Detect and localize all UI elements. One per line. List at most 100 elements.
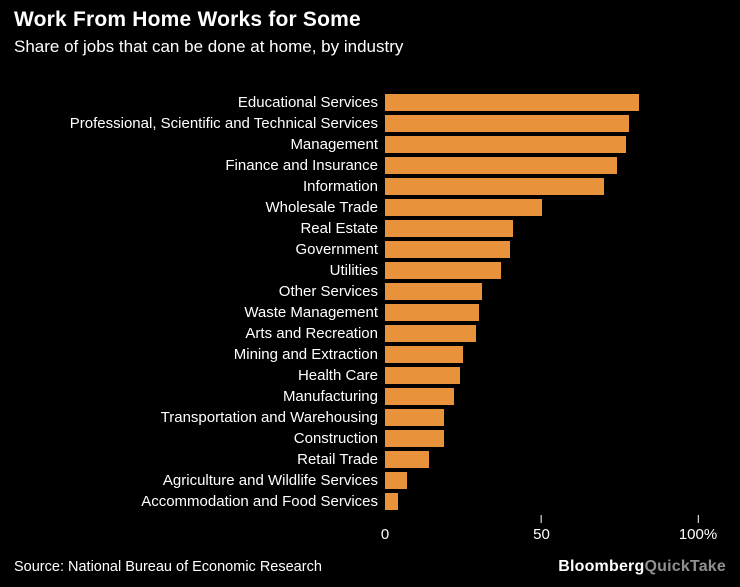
bar: [385, 472, 407, 489]
bar-area: [385, 199, 698, 216]
x-axis-tick: 50: [533, 515, 550, 543]
category-label: Wholesale Trade: [265, 199, 378, 216]
bar-area: [385, 304, 698, 321]
chart-row: Wholesale Trade: [14, 197, 698, 218]
bar-area: [385, 325, 698, 342]
bar-area: [385, 493, 698, 510]
chart-row: Health Care: [14, 365, 698, 386]
category-label: Transportation and Warehousing: [160, 409, 378, 426]
bar-area: [385, 94, 698, 111]
tick-mark: [385, 515, 386, 523]
category-label: Management: [290, 136, 378, 153]
tick-mark: [541, 515, 542, 523]
bar: [385, 283, 483, 300]
bar: [385, 262, 501, 279]
category-label: Agriculture and Wildlife Services: [162, 472, 378, 489]
category-label: Information: [302, 178, 378, 195]
chart-row: Other Services: [14, 281, 698, 302]
chart-row: Accommodation and Food Services: [14, 491, 698, 512]
chart-title: Work From Home Works for Some: [14, 8, 361, 31]
chart-row: Mining and Extraction: [14, 344, 698, 365]
chart-row: Transportation and Warehousing: [14, 407, 698, 428]
brand-bloomberg: Bloomberg: [558, 558, 645, 575]
category-label: Finance and Insurance: [225, 157, 378, 174]
bar-area: [385, 451, 698, 468]
bar: [385, 388, 454, 405]
chart-row: Manufacturing: [14, 386, 698, 407]
x-axis-tick: 0: [381, 515, 389, 543]
category-label: Retail Trade: [297, 451, 378, 468]
category-label: Other Services: [278, 283, 378, 300]
category-label: Utilities: [329, 262, 378, 279]
chart-row: Real Estate: [14, 218, 698, 239]
bar: [385, 199, 542, 216]
bar-area: [385, 241, 698, 258]
bar: [385, 220, 514, 237]
chart-row: Educational Services: [14, 92, 698, 113]
bar: [385, 409, 445, 426]
chart-subtitle: Share of jobs that can be done at home, …: [14, 37, 404, 56]
chart-row: Information: [14, 176, 698, 197]
category-label: Professional, Scientific and Technical S…: [69, 115, 378, 132]
chart-row: Construction: [14, 428, 698, 449]
source-note: Source: National Bureau of Economic Rese…: [14, 559, 322, 575]
bar-area: [385, 220, 698, 237]
bar-area: [385, 409, 698, 426]
x-axis: 0 50 100%: [381, 515, 717, 549]
bar: [385, 451, 429, 468]
category-label: Health Care: [297, 367, 378, 384]
chart-row: Retail Trade: [14, 449, 698, 470]
category-label: Accommodation and Food Services: [141, 493, 378, 510]
bar-area: [385, 367, 698, 384]
bar: [385, 178, 605, 195]
bar: [385, 157, 617, 174]
category-label: Real Estate: [300, 220, 378, 237]
bar: [385, 367, 461, 384]
bar-area: [385, 430, 698, 447]
bar-area: [385, 136, 698, 153]
chart-row: Agriculture and Wildlife Services: [14, 470, 698, 491]
brand-logo: BloombergQuickTake: [558, 558, 726, 576]
chart-row: Finance and Insurance: [14, 155, 698, 176]
x-axis-tick: 100%: [679, 515, 717, 543]
chart-row: Government: [14, 239, 698, 260]
bar-chart: Educational Services Professional, Scient…: [14, 92, 717, 549]
bar: [385, 241, 511, 258]
tick-label: 50: [533, 526, 550, 543]
bar: [385, 94, 639, 111]
tick-label: 100%: [678, 526, 718, 543]
tick-mark: [697, 515, 699, 523]
chart-row: Arts and Recreation: [14, 323, 698, 344]
tick-label: 0: [380, 526, 390, 543]
bar: [385, 493, 398, 510]
bar-area: [385, 283, 698, 300]
brand-quicktake: QuickTake: [644, 558, 726, 575]
chart-rows: Educational Services Professional, Scient…: [14, 92, 698, 512]
bar: [385, 136, 626, 153]
bar: [385, 115, 630, 132]
category-label: Manufacturing: [282, 388, 378, 405]
bar: [385, 304, 479, 321]
category-label: Arts and Recreation: [245, 325, 378, 342]
bar: [385, 430, 445, 447]
category-label: Construction: [293, 430, 378, 447]
bar-area: [385, 262, 698, 279]
chart-row: Management: [14, 134, 698, 155]
bar: [385, 346, 464, 363]
bar-area: [385, 388, 698, 405]
chart-row: Waste Management: [14, 302, 698, 323]
category-label: Mining and Extraction: [233, 346, 378, 363]
category-label: Educational Services: [237, 94, 378, 111]
chart-header: Work From Home Works for Some Share of j…: [14, 8, 726, 57]
bar: [385, 325, 476, 342]
category-label: Government: [295, 241, 378, 258]
bar-area: [385, 157, 698, 174]
chart-row: Utilities: [14, 260, 698, 281]
bar-area: [385, 346, 698, 363]
bar-area: [385, 115, 698, 132]
chart-row: Professional, Scientific and Technical S…: [14, 113, 698, 134]
category-label: Waste Management: [244, 304, 378, 321]
bar-area: [385, 472, 698, 489]
bar-area: [385, 178, 698, 195]
